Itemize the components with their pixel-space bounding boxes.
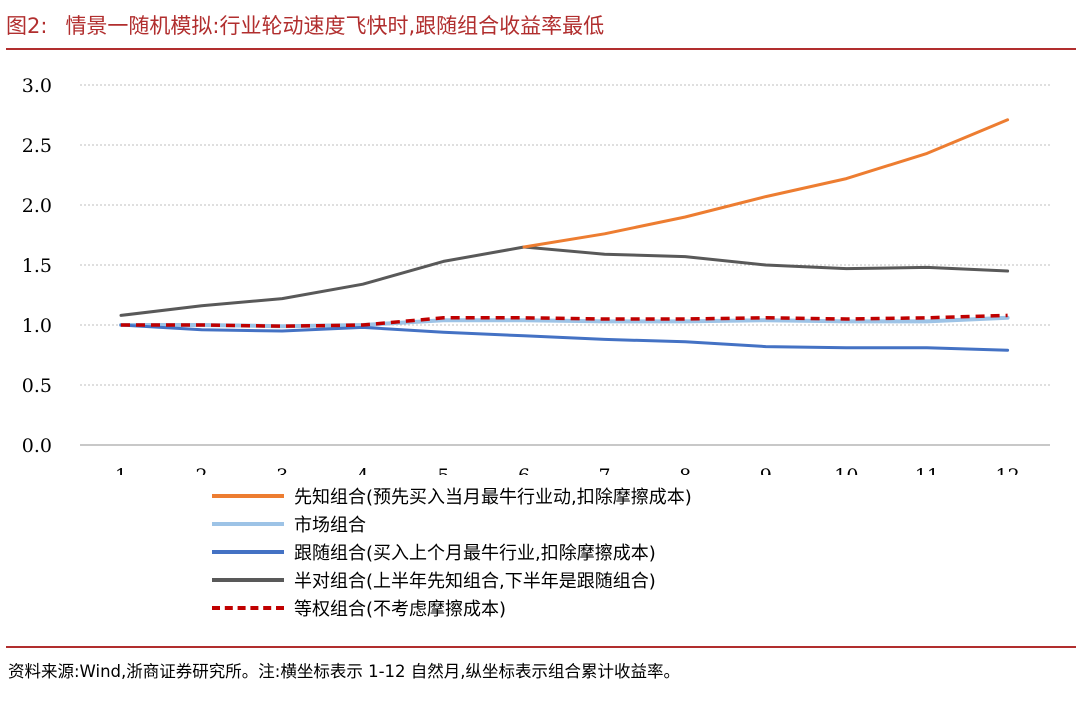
line-chart: 0.00.51.01.52.02.53.0 123456789101112 [22, 75, 1050, 475]
title-divider [6, 48, 1076, 50]
chart-legend: 先知组合(预先买入当月最牛行业动,扣除摩擦成本) 市场组合跟随组合(买入上个月最牛… [212, 482, 972, 622]
x-tick-label: 2 [196, 465, 208, 475]
series-line-5 [121, 313, 1008, 328]
y-tick-label: 3.0 [22, 75, 52, 97]
legend-label: 半对组合(上半年先知组合,下半年是跟随组合) [294, 571, 656, 592]
figure-title-text: 情景一随机模拟:行业轮动速度飞快时,跟随组合收益率最低 [65, 14, 605, 38]
footer-divider [6, 646, 1076, 648]
series-line-3 [119, 323, 1010, 352]
source-note: 资料来源:Wind,浙商证券研究所。注:横坐标表示 1-12 自然月,纵坐标表示… [8, 662, 681, 681]
x-tick-label: 8 [679, 465, 691, 475]
x-tick-label: 12 [996, 465, 1020, 475]
series-lines [119, 118, 1010, 352]
series-line-2 [119, 315, 1010, 329]
legend-item: 等权组合(不考虑摩擦成本) [212, 594, 972, 622]
x-tick-labels: 123456789101112 [115, 465, 1020, 475]
y-tick-label: 1.0 [22, 315, 52, 337]
gridlines [80, 84, 1050, 386]
y-tick-label: 2.5 [22, 135, 52, 157]
figure-title: 图2: 情景一随机模拟:行业轮动速度飞快时,跟随组合收益率最低 [6, 10, 1074, 42]
legend-label: 市场组合 [294, 515, 366, 536]
x-tick-label: 3 [276, 465, 288, 475]
y-tick-labels: 0.0 0.5 1.0 1.5 2.0 2.5 3.0 [22, 75, 52, 457]
legend-item: 先知组合(预先买入当月最牛行业动,扣除摩擦成本) [212, 482, 972, 510]
x-tick-label: 9 [760, 465, 772, 475]
legend-label: 先知组合(预先买入当月最牛行业动,扣除摩擦成本) [294, 487, 692, 508]
legend-item: 半对组合(上半年先知组合,下半年是跟随组合) [212, 566, 972, 594]
legend-swatch [212, 606, 284, 610]
y-tick-label: 0.5 [22, 375, 52, 397]
legend-swatch [212, 578, 284, 582]
series-line-1 [522, 118, 1010, 249]
y-tick-label: 2.0 [22, 195, 52, 217]
y-tick-label: 0.0 [22, 435, 52, 457]
x-tick-label: 1 [115, 465, 127, 475]
figure-number: 图2: [6, 14, 48, 38]
x-tick-label: 7 [599, 465, 611, 475]
x-tick-label: 10 [834, 465, 858, 475]
series-line-4 [119, 245, 1010, 317]
legend-swatch [212, 522, 284, 526]
legend-swatch [212, 550, 284, 554]
legend-swatch [212, 494, 284, 498]
legend-item: 市场组合 [212, 510, 972, 538]
x-tick-label: 4 [357, 465, 369, 475]
y-tick-label: 1.5 [22, 255, 52, 277]
legend-label: 跟随组合(买入上个月最牛行业,扣除摩擦成本) [294, 543, 656, 564]
x-tick-label: 11 [915, 465, 939, 475]
x-tick-label: 5 [437, 465, 449, 475]
legend-item: 跟随组合(买入上个月最牛行业,扣除摩擦成本) [212, 538, 972, 566]
x-tick-label: 6 [518, 465, 530, 475]
legend-label: 等权组合(不考虑摩擦成本) [294, 599, 507, 620]
